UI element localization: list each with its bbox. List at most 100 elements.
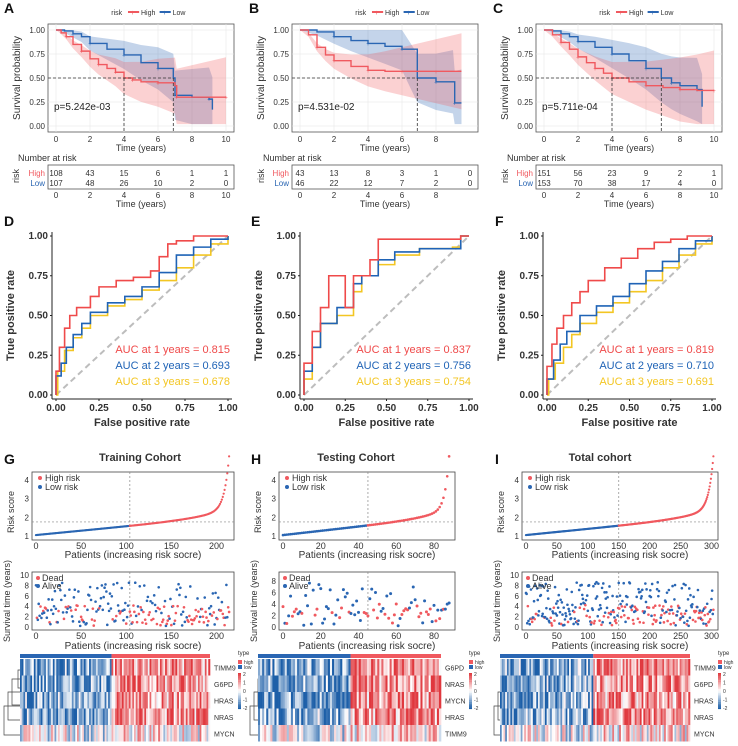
heatmap-cell (147, 708, 150, 725)
heatmap-cell (593, 725, 596, 742)
gene-label: MYCN (694, 731, 715, 738)
heatmap-cell (58, 708, 61, 725)
heatmap-cell (336, 708, 339, 725)
dead-point (610, 623, 614, 627)
heatmap-cell (52, 659, 55, 676)
heatmap-cell (115, 692, 118, 709)
heatmap-cell (424, 708, 427, 725)
heatmap-cell (206, 675, 209, 692)
heatmap-cell (688, 659, 691, 676)
dead-point (600, 623, 603, 627)
legend-title: risk (355, 10, 366, 17)
risk-point (293, 532, 296, 536)
heatmap-cell (418, 725, 421, 742)
heatmap-cell (64, 675, 67, 692)
heatmap-cell (595, 708, 598, 725)
heatmap-cell (662, 675, 665, 692)
risk-ytick: 2 (515, 513, 520, 522)
km-xtick: 2 (332, 135, 337, 144)
heatmap-cell (154, 692, 157, 709)
risk-point (226, 472, 229, 475)
heatmap-cell (39, 659, 42, 676)
legend-scale-label: -2 (723, 706, 728, 712)
heatmap-cell (513, 659, 516, 676)
survival-xtick: 200 (642, 631, 657, 641)
heatmap-cell (260, 675, 263, 692)
alive-point (46, 609, 50, 612)
legend-low-label: Low (173, 10, 187, 17)
heatmap-cell (336, 692, 339, 709)
heatmap-cell (669, 692, 672, 709)
heatmap-cell (192, 692, 195, 709)
heatmap-cell (596, 725, 599, 742)
heatmap-cell (309, 692, 312, 709)
heatmap-cell (503, 675, 506, 692)
heatmap-cell (42, 659, 45, 676)
legend-type-high-swatch (718, 660, 722, 664)
heatmap-cell (127, 675, 130, 692)
heatmap-cell (168, 708, 171, 725)
legend-type-low-swatch (238, 665, 242, 669)
heatmap-cell (508, 708, 511, 725)
censor-mark: + (678, 88, 682, 94)
legend-scale-step (469, 694, 472, 697)
survival-ytick: 8 (25, 581, 30, 590)
heatmap-cell (151, 692, 154, 709)
roc-curve-2-years (546, 236, 713, 395)
heatmap-cell (20, 708, 23, 725)
heatmap-cell (603, 675, 606, 692)
heatmap-cell (381, 725, 384, 742)
heatmap-cell (288, 659, 292, 676)
heatmap-cell (352, 659, 355, 676)
heatmap-cell (58, 675, 61, 692)
dead-point (592, 622, 596, 625)
heatmap-cell (346, 708, 349, 725)
risk-xtick: 6 (644, 191, 649, 200)
heatmap-cell (270, 708, 273, 725)
heatmap-cell (70, 708, 73, 725)
heatmap-cell (173, 675, 176, 692)
heatmap-cell (577, 675, 580, 692)
alive-point (705, 602, 709, 606)
heatmap-cell (54, 659, 57, 676)
alive-point (396, 624, 400, 628)
heatmap-cell (671, 725, 674, 742)
heatmap-cell (541, 708, 544, 725)
dead-point (652, 606, 655, 609)
heatmap-cell (180, 708, 183, 725)
heatmap-cell (612, 675, 615, 692)
heatmap-cell (389, 692, 392, 709)
dead-point (623, 605, 627, 609)
alive-point (324, 605, 328, 609)
heatmap-cell (560, 708, 563, 725)
survival-xtick: 150 (611, 631, 626, 641)
alive-point (45, 616, 49, 620)
alive-point (616, 614, 619, 617)
dead-point (658, 604, 661, 607)
heatmap-cell (319, 725, 323, 742)
heatmap-cell (570, 659, 573, 676)
roc-ytick: 0.00 (520, 390, 540, 401)
alive-point (47, 598, 50, 601)
heatmap-cell (262, 659, 265, 676)
heatmap-cell (607, 675, 610, 692)
heatmap-cell (601, 708, 604, 725)
heatmap-cell (83, 675, 86, 692)
heatmap-cell (49, 725, 52, 742)
alive-point (537, 614, 540, 617)
censor-mark: + (173, 94, 177, 100)
heatmap-cell (674, 725, 677, 742)
heatmap-cell (510, 675, 513, 692)
heatmap-cell (434, 725, 438, 742)
heatmap-cell (588, 659, 591, 676)
heatmap-cell (665, 675, 668, 692)
heatmap-cell (536, 675, 539, 692)
heatmap-cell (168, 725, 171, 742)
heatmap-cell (519, 692, 522, 709)
heatmap-cell (683, 692, 686, 709)
heatmap-cell (438, 659, 442, 676)
risk-point (711, 461, 714, 465)
heatmap-cell (508, 675, 511, 692)
heatmap-cell (534, 675, 537, 692)
heatmap-cell (375, 675, 378, 692)
